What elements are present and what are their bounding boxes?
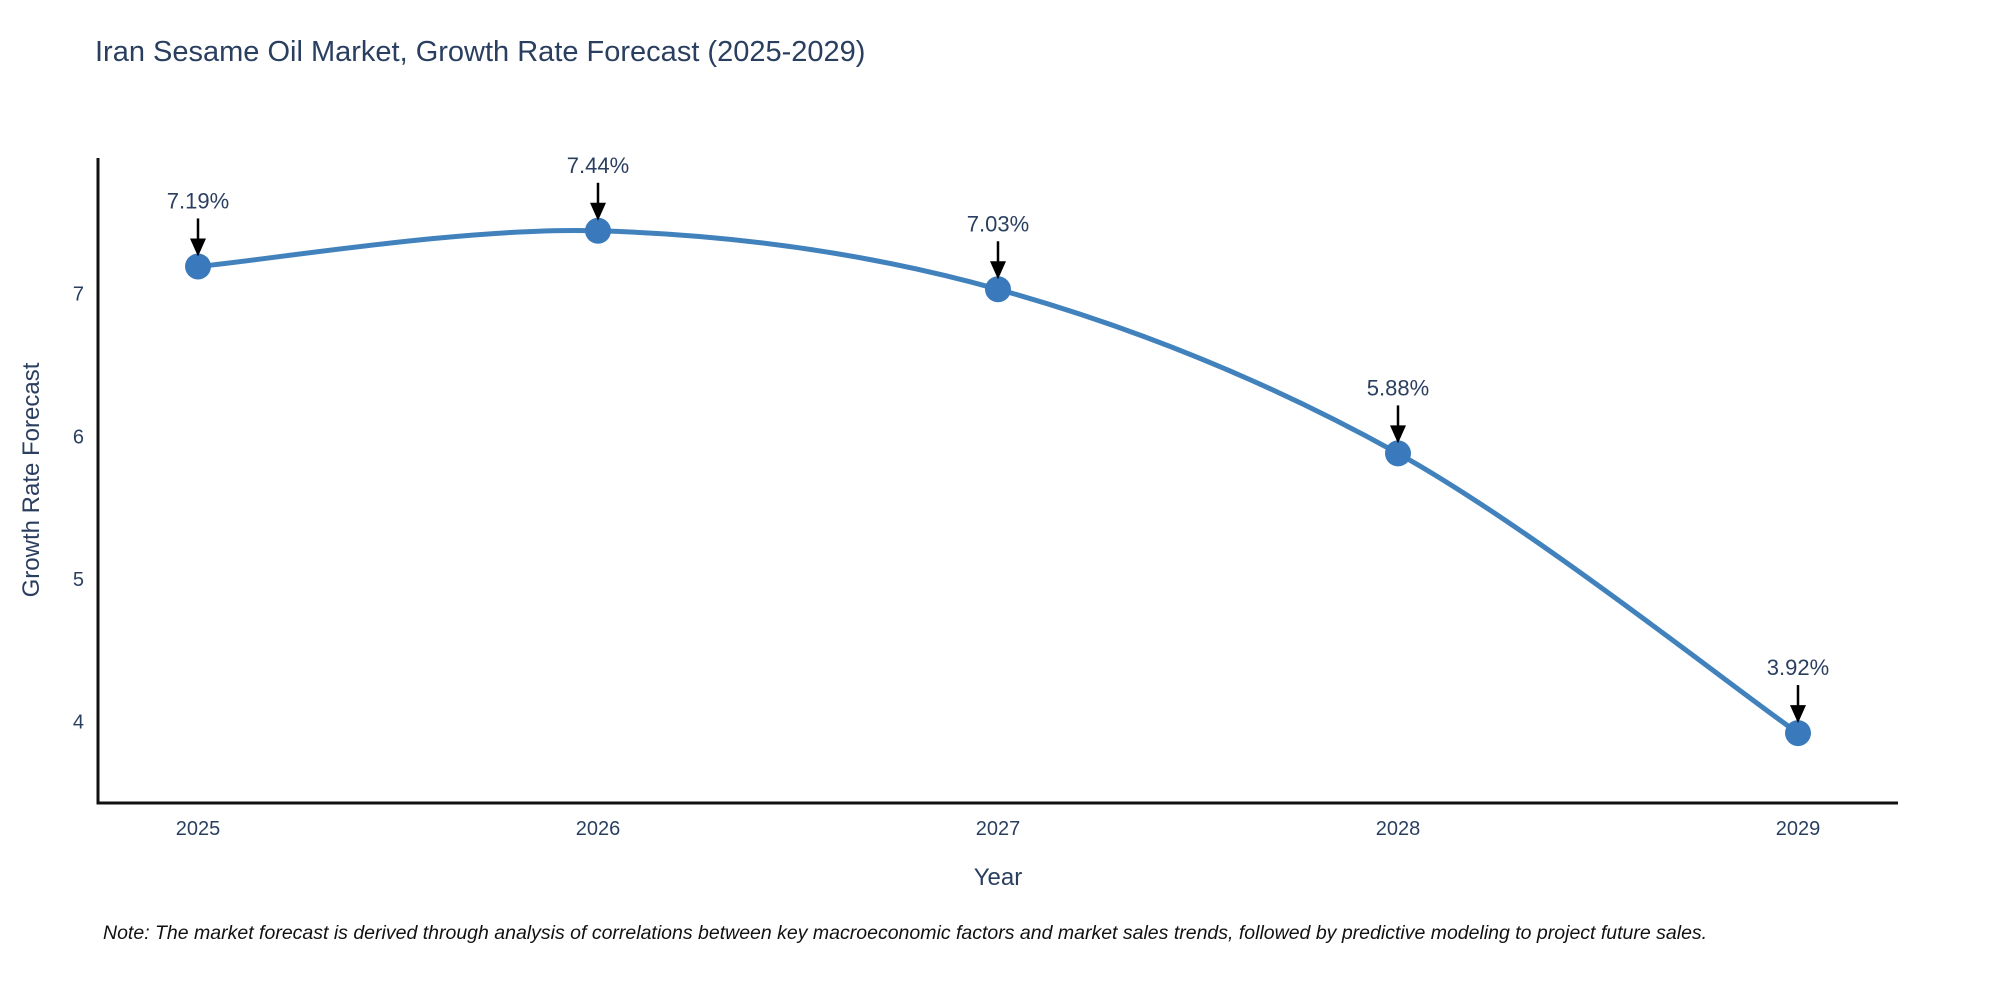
data-label: 3.92% xyxy=(1767,655,1829,680)
annotation-arrowhead xyxy=(190,238,206,257)
annotation-arrowhead xyxy=(1390,425,1406,444)
data-point[interactable] xyxy=(1785,720,1811,747)
trend-line xyxy=(197,227,1800,736)
annotation-arrowhead xyxy=(990,261,1006,280)
y-tick-label: 4 xyxy=(73,712,84,734)
data-point[interactable] xyxy=(1385,440,1411,467)
data-label: 7.03% xyxy=(967,211,1029,236)
annotation-arrowhead xyxy=(1790,705,1806,724)
data-point[interactable] xyxy=(185,253,211,280)
x-tick-label: 2029 xyxy=(1776,818,1821,840)
y-axis-title: Growth Rate Forecast xyxy=(18,362,45,598)
chart-title: Iran Sesame Oil Market, Growth Rate Fore… xyxy=(95,36,866,68)
x-tick-label: 2027 xyxy=(976,818,1021,840)
data-point[interactable] xyxy=(985,276,1011,303)
data-label: 7.19% xyxy=(167,188,229,213)
x-tick-label: 2028 xyxy=(1376,818,1421,840)
y-tick-label: 5 xyxy=(73,569,84,591)
x-axis-title: Year xyxy=(973,864,1023,891)
data-label: 5.88% xyxy=(1367,375,1429,400)
y-tick-label: 7 xyxy=(73,284,84,306)
data-label: 7.44% xyxy=(567,153,629,178)
x-tick-label: 2025 xyxy=(176,818,221,840)
y-tick-label: 6 xyxy=(73,426,84,448)
data-point[interactable] xyxy=(585,217,611,244)
annotation-arrowhead xyxy=(590,202,606,221)
x-tick-label: 2026 xyxy=(576,818,621,840)
footnote: Note: The market forecast is derived thr… xyxy=(103,922,1708,944)
